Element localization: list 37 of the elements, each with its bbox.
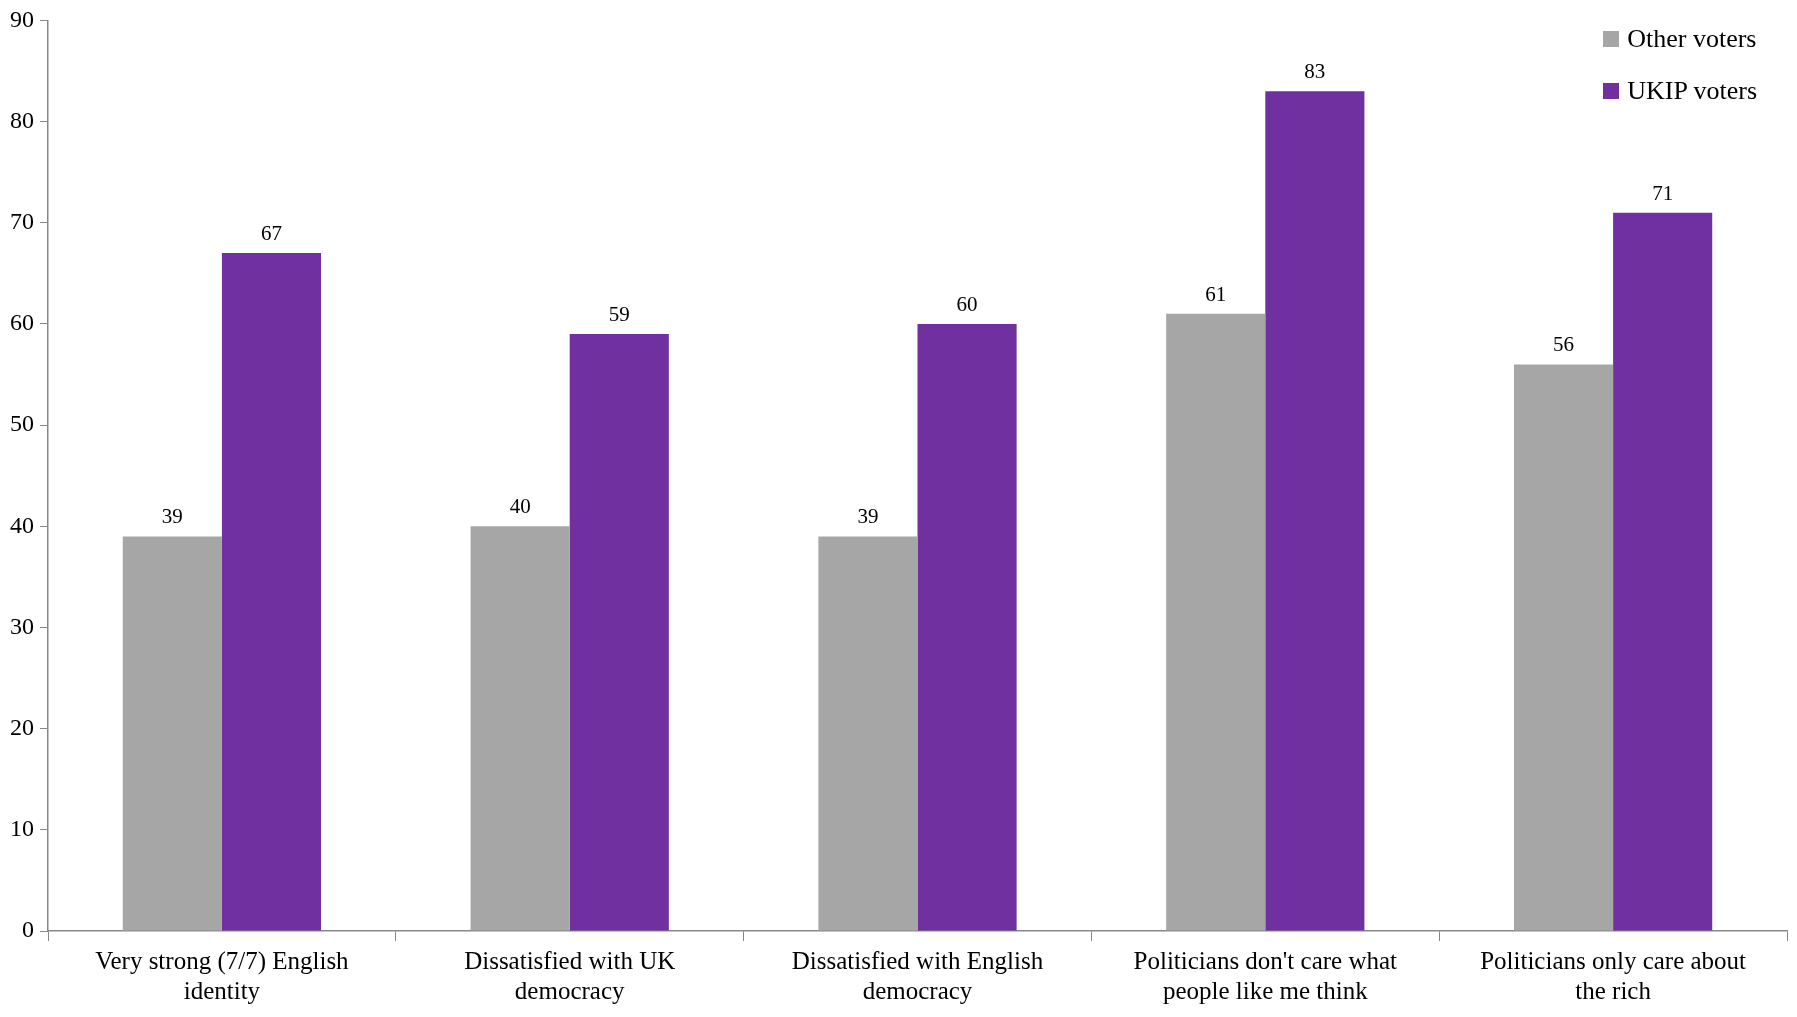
y-tick-label: 0: [22, 916, 34, 943]
bar: [569, 334, 669, 931]
y-tick-label: 90: [10, 5, 34, 32]
legend-label: Other voters: [1627, 24, 1757, 55]
x-tick-label: Politicians only care about the rich: [1480, 946, 1747, 1004]
x-tick-label: Dissatisfied with UK democracy: [464, 946, 676, 1004]
data-label: 40: [509, 494, 531, 519]
data-label: 83: [1304, 59, 1326, 84]
bar: [1265, 91, 1365, 931]
bar: [1513, 364, 1614, 931]
bar: [1166, 313, 1266, 931]
legend-label: UKIP voters: [1627, 76, 1757, 107]
data-label: 59: [608, 302, 630, 327]
bar: [470, 526, 570, 931]
bar: [221, 253, 322, 931]
y-tick-label: 50: [10, 410, 34, 437]
y-tick-label: 60: [10, 309, 34, 336]
data-label: 56: [1553, 332, 1575, 357]
x-tick-label: Very strong (7/7) English identity: [95, 946, 350, 1004]
data-label: 67: [260, 221, 282, 246]
x-tick-label: Dissatisfied with English democracy: [791, 946, 1044, 1004]
y-tick-label: 40: [10, 511, 34, 538]
bar: [818, 536, 918, 931]
y-tick-label: 10: [10, 815, 34, 842]
x-tick-label: Politicians don't care what people like me think: [1133, 946, 1398, 1004]
data-label: 39: [161, 504, 183, 529]
data-label: 71: [1652, 180, 1674, 205]
data-label: 60: [956, 291, 978, 316]
bar: [917, 323, 1017, 931]
y-tick-label: 80: [10, 106, 34, 133]
y-tick-label: 70: [10, 208, 34, 235]
bar: [1613, 212, 1713, 931]
data-label: 61: [1205, 281, 1227, 306]
bar: [122, 536, 222, 931]
y-tick-label: 20: [10, 713, 34, 740]
data-label: 39: [857, 504, 879, 529]
y-tick-label: 30: [10, 612, 34, 639]
